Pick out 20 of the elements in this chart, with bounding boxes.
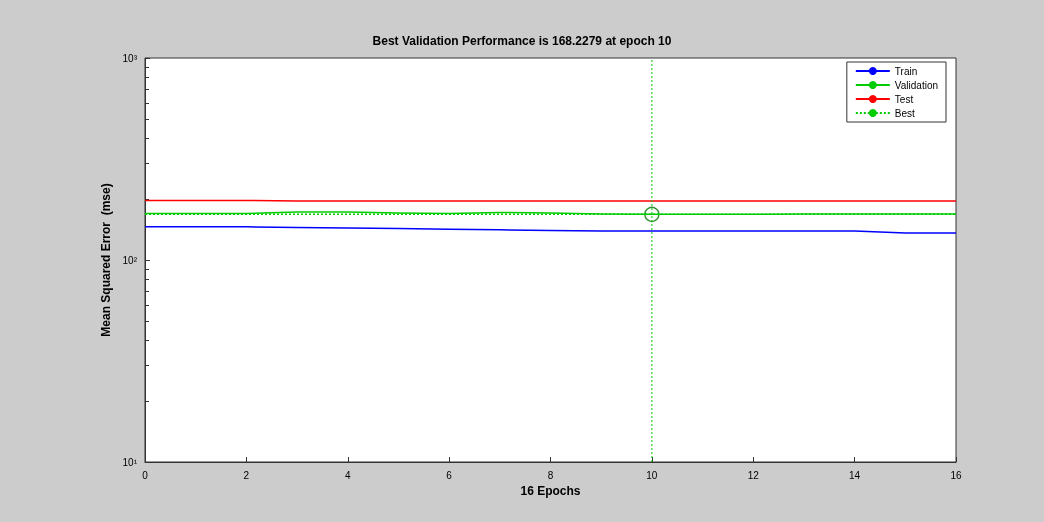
x-tick-label: 2 (243, 469, 250, 481)
y-tick-label: 10³ (122, 52, 138, 64)
legend-label: Test (894, 93, 914, 105)
line-series (144, 226, 957, 234)
y-axis-title: Mean Squared Error (mse) (98, 183, 113, 337)
y-tick-label: 10¹ (122, 456, 138, 468)
x-tick-label: 8 (547, 469, 554, 481)
x-tick-label: 10 (646, 469, 658, 481)
legend-label: Validation (894, 79, 939, 91)
x-tick-label: 0 (142, 469, 149, 481)
y-tick-label: 10² (122, 254, 138, 266)
x-tick-label: 6 (446, 469, 453, 481)
x-axis-title: 16 Epochs (520, 483, 581, 498)
x-tick-label: 16 (950, 469, 962, 481)
x-tick-label: 12 (747, 469, 760, 481)
x-tick-label: 4 (344, 469, 351, 481)
legend-label: Best (894, 107, 916, 119)
x-tick-label: 14 (849, 469, 861, 481)
legend-label: Train (894, 65, 918, 77)
chart-title: Best Validation Performance is 168.2279 at epoch 10 (372, 34, 672, 48)
